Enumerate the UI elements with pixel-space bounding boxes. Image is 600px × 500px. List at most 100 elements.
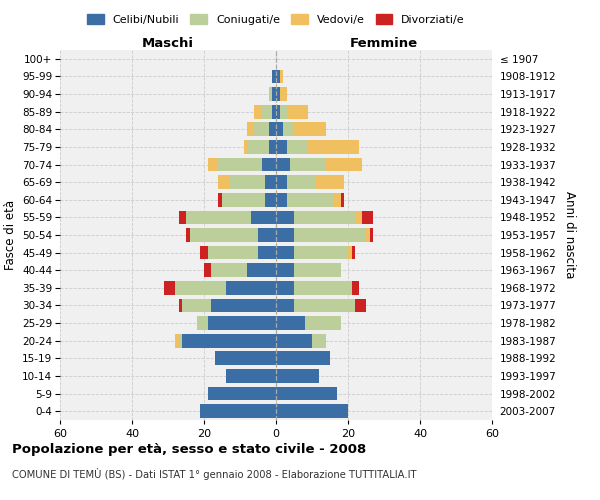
Text: COMUNE DI TEMÙ (BS) - Dati ISTAT 1° gennaio 2008 - Elaborazione TUTTITALIA.IT: COMUNE DI TEMÙ (BS) - Dati ISTAT 1° genn… <box>12 468 416 479</box>
Bar <box>294 246 348 260</box>
Bar <box>287 105 308 118</box>
Bar <box>186 228 190 242</box>
Bar <box>348 246 352 260</box>
Bar <box>280 70 283 84</box>
Bar <box>272 87 276 101</box>
Bar <box>186 210 251 224</box>
Bar <box>258 246 276 260</box>
Bar <box>208 316 276 330</box>
Bar <box>182 298 211 312</box>
Bar <box>208 158 218 172</box>
Bar <box>247 140 269 154</box>
Bar <box>200 404 276 418</box>
Bar <box>294 228 366 242</box>
Bar <box>254 122 269 136</box>
Bar <box>276 105 280 118</box>
Y-axis label: Fasce di età: Fasce di età <box>4 200 17 270</box>
Bar <box>265 193 276 206</box>
Bar <box>370 228 373 242</box>
Bar <box>229 176 265 189</box>
Bar <box>352 281 359 294</box>
Bar <box>276 316 305 330</box>
Bar <box>276 70 280 84</box>
Bar <box>211 264 247 277</box>
Bar <box>200 246 208 260</box>
Legend: Celibi/Nubili, Coniugati/e, Vedovi/e, Divorziati/e: Celibi/Nubili, Coniugati/e, Vedovi/e, Di… <box>84 11 468 28</box>
Bar <box>276 281 294 294</box>
Bar <box>197 316 208 330</box>
Bar <box>280 87 287 101</box>
Bar <box>276 87 280 101</box>
Bar <box>366 228 370 242</box>
Bar <box>305 316 341 330</box>
Bar <box>276 193 287 206</box>
Bar <box>251 210 276 224</box>
Bar <box>247 264 276 277</box>
Bar <box>280 105 287 118</box>
Bar <box>276 334 312 347</box>
Bar <box>179 334 182 347</box>
Bar <box>175 281 226 294</box>
Bar <box>164 281 175 294</box>
Bar <box>175 334 179 347</box>
Bar <box>294 264 341 277</box>
Bar <box>276 176 287 189</box>
Bar <box>276 210 294 224</box>
Bar <box>294 298 355 312</box>
Bar <box>218 193 222 206</box>
Bar <box>218 176 229 189</box>
Y-axis label: Anni di nascita: Anni di nascita <box>563 192 576 278</box>
Bar <box>362 210 373 224</box>
Bar <box>294 210 355 224</box>
Bar <box>247 122 254 136</box>
Bar <box>222 193 265 206</box>
Bar <box>276 264 294 277</box>
Bar <box>276 352 330 365</box>
Bar <box>294 122 326 136</box>
Bar <box>276 386 337 400</box>
Bar <box>276 246 294 260</box>
Text: Popolazione per età, sesso e stato civile - 2008: Popolazione per età, sesso e stato civil… <box>12 442 366 456</box>
Bar <box>254 105 262 118</box>
Bar <box>272 105 276 118</box>
Bar <box>276 404 348 418</box>
Bar <box>355 210 362 224</box>
Bar <box>290 158 326 172</box>
Bar <box>352 246 355 260</box>
Bar <box>287 140 308 154</box>
Bar <box>276 158 290 172</box>
Bar <box>211 298 276 312</box>
Bar <box>215 352 276 365</box>
Bar <box>179 298 182 312</box>
Bar <box>334 193 341 206</box>
Bar <box>312 334 326 347</box>
Bar <box>272 70 276 84</box>
Bar <box>269 122 276 136</box>
Bar <box>208 246 258 260</box>
Bar <box>208 386 276 400</box>
Bar <box>269 140 276 154</box>
Bar <box>276 369 319 383</box>
Bar <box>287 193 334 206</box>
Bar <box>326 158 362 172</box>
Bar <box>218 158 262 172</box>
Bar <box>276 122 283 136</box>
Bar <box>283 122 294 136</box>
Text: Femmine: Femmine <box>350 37 418 50</box>
Bar <box>276 298 294 312</box>
Bar <box>179 210 186 224</box>
Bar <box>287 176 316 189</box>
Text: Maschi: Maschi <box>142 37 194 50</box>
Bar <box>316 176 344 189</box>
Bar <box>226 281 276 294</box>
Bar <box>262 158 276 172</box>
Bar <box>262 105 272 118</box>
Bar <box>276 140 287 154</box>
Bar <box>294 281 352 294</box>
Bar <box>204 264 211 277</box>
Bar <box>190 228 258 242</box>
Bar <box>258 228 276 242</box>
Bar <box>244 140 247 154</box>
Bar <box>355 298 366 312</box>
Bar <box>269 87 272 101</box>
